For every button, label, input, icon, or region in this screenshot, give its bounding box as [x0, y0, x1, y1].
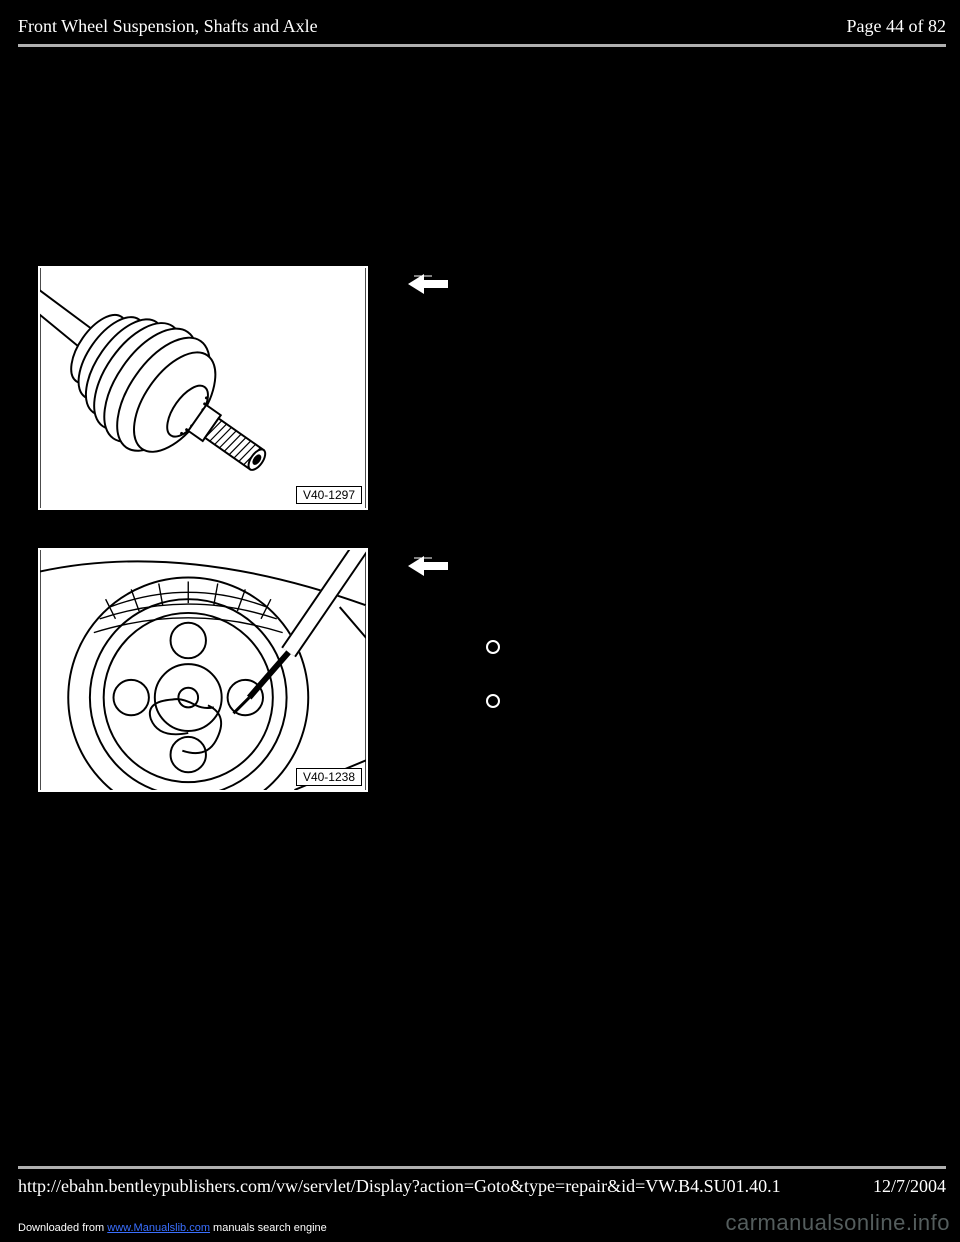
figure-cv-boot: V40-1297 [38, 266, 368, 510]
page-header: Front Wheel Suspension, Shafts and Axle … [18, 16, 946, 44]
header-title: Front Wheel Suspension, Shafts and Axle [18, 16, 318, 37]
download-prefix: Downloaded from [18, 1222, 107, 1234]
download-line: Downloaded from www.Manualslib.com manua… [18, 1222, 327, 1234]
page-footer: http://ebahn.bentleypublishers.com/vw/se… [18, 1172, 946, 1200]
callout-arrow-icon [408, 272, 448, 296]
figure-cv-boot-svg [40, 268, 366, 508]
watermark: carmanualsonline.info [725, 1210, 950, 1236]
header-page-number: Page 44 of 82 [847, 16, 946, 37]
figure-caption: V40-1297 [296, 486, 362, 504]
download-link[interactable]: www.Manualslib.com [107, 1222, 210, 1234]
footer-url: http://ebahn.bentleypublishers.com/vw/se… [18, 1176, 781, 1197]
page: Front Wheel Suspension, Shafts and Axle … [0, 0, 960, 1242]
list-bullet [486, 694, 500, 708]
footer-date: 12/7/2004 [873, 1176, 946, 1197]
callout-arrow-icon [408, 554, 448, 578]
figure-center-cap-pry-svg [40, 550, 366, 790]
footer-rule [18, 1166, 946, 1169]
figure-center-cap-pry: V40-1238 [38, 548, 368, 792]
list-bullet [486, 640, 500, 654]
download-suffix: manuals search engine [210, 1222, 327, 1234]
figure-caption: V40-1238 [296, 768, 362, 786]
header-rule [18, 44, 946, 47]
